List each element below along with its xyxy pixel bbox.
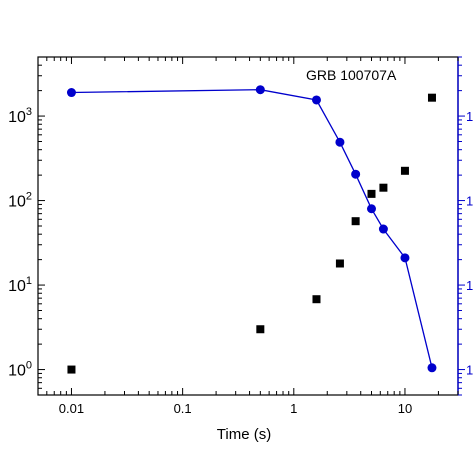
square-point — [427, 93, 436, 102]
circle-point — [427, 363, 437, 373]
series-line-layer — [71, 89, 433, 368]
circle-point — [351, 169, 361, 179]
y-tick-base: 10 — [8, 363, 26, 380]
y-tick-base: 10 — [8, 278, 26, 295]
square-point — [335, 259, 344, 268]
square-point — [379, 183, 388, 192]
ticks-layer — [37, 56, 465, 396]
circle-point — [255, 85, 265, 95]
right-y-tick-label: 1 — [466, 278, 473, 293]
y-tick-label: 101 — [8, 275, 32, 295]
circle-point — [311, 95, 321, 105]
square-point — [256, 325, 265, 334]
right-y-tick-label: 1 — [466, 109, 473, 124]
circle-point — [400, 253, 410, 263]
right-y-tick-label: 1 — [466, 194, 473, 209]
y-tick-base: 10 — [8, 194, 26, 211]
y-tick-exponent: 1 — [26, 275, 32, 287]
circle-point — [378, 224, 388, 234]
grb-annotation: GRB 100707A — [306, 67, 397, 83]
y-tick-label: 103 — [8, 106, 32, 126]
plot-frame — [37, 56, 459, 396]
x-tick-label: 0.1 — [174, 401, 192, 416]
y-tick-label: 100 — [8, 360, 32, 380]
x-tick-label: 0.01 — [59, 401, 84, 416]
y-tick-exponent: 3 — [26, 106, 32, 118]
circle-point — [66, 88, 76, 98]
y-tick-label: 102 — [8, 191, 32, 211]
y-tick-base: 10 — [8, 109, 26, 126]
x-axis-label: Time (s) — [217, 426, 271, 443]
square-point — [312, 295, 321, 304]
y-tick-exponent: 0 — [26, 360, 32, 372]
square-point — [67, 365, 76, 374]
x-tick-label: 1 — [290, 401, 297, 416]
series-line — [71, 89, 433, 368]
markers-layer — [66, 85, 437, 374]
circle-point — [366, 204, 376, 214]
y-tick-exponent: 2 — [26, 191, 32, 203]
square-point — [351, 217, 360, 226]
x-tick-label: 10 — [398, 401, 412, 416]
right-y-tick-label: 1 — [466, 363, 473, 378]
circle-point — [335, 137, 345, 147]
square-point — [367, 189, 376, 198]
square-point — [400, 166, 409, 175]
